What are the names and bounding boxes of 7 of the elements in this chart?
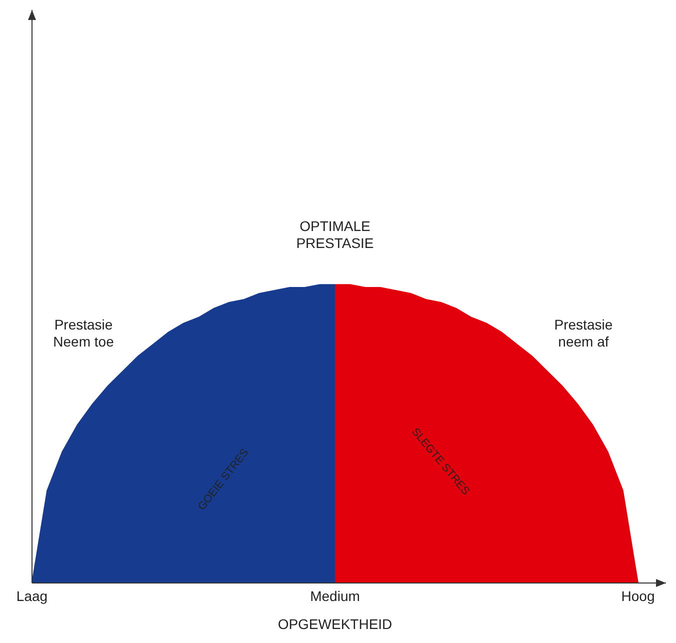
x-tick-label: Hoog	[621, 588, 655, 604]
annotation: Prestasie Neem toe	[53, 316, 114, 350]
x-axis-title: OPGEWEKTHEID	[278, 616, 392, 632]
x-tick-label: Laag	[16, 588, 48, 604]
x-tick-label: Medium	[310, 588, 360, 604]
text: OPTIMALE PRESTASIE	[296, 218, 374, 251]
annotation: Prestasie neem af	[554, 316, 613, 350]
